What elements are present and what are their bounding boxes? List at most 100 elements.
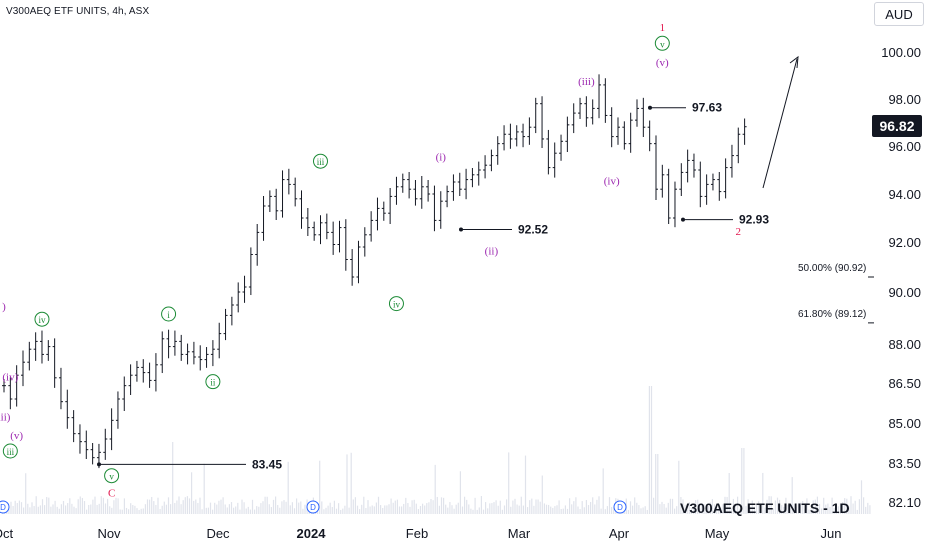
price-bar [286,168,291,195]
volume-bar [201,509,203,514]
x-tick-label: Feb [406,526,428,541]
price-bar [736,127,741,164]
volume-bar [629,501,632,514]
price-bar [179,334,184,361]
y-tick-label: 86.50 [888,376,921,391]
volume-bar [690,507,692,514]
price-level-label: 92.52 [518,223,548,237]
volume-bar [529,500,531,514]
wave-label: 2 [736,226,742,238]
volume-bar [359,509,361,514]
volume-bar [256,506,258,514]
volume-bar [167,497,170,514]
price-bar [198,345,203,371]
wave-label: i [167,310,170,320]
volume-bar [808,509,810,514]
volume-bar [562,508,564,514]
price-bar [729,144,734,178]
price-bar [653,135,658,200]
volume-bar [367,500,369,514]
price-bar [647,120,652,152]
volume-bar [611,507,613,514]
volume-bar [770,496,772,514]
volume-bar [533,505,535,514]
volume-bar [16,503,18,514]
volume-bar [356,505,359,514]
volume-bar [797,503,800,514]
volume-bar [501,509,503,514]
currency-selector[interactable]: AUD [874,2,924,26]
volume-bar [18,500,20,514]
volume-bar [149,499,151,514]
volume-bar [810,508,812,514]
wave-label-circle [34,311,50,327]
volume-bar [407,503,409,514]
volume-bar [680,496,682,514]
dividend-marker [306,500,320,514]
volume-bar [422,503,424,514]
volume-bar [854,500,856,514]
volume-bar [495,500,497,514]
volume-bar [779,499,781,514]
price-bar [52,338,57,388]
volume-bar [317,509,319,514]
volume-bar [207,507,209,514]
price-bar [2,379,6,393]
price-level-dot [681,217,685,222]
y-tick-label: 82.10 [888,495,921,510]
volume-bar [829,506,831,514]
volume-bar [20,502,23,514]
wave-label: iii [317,157,325,167]
volume-bar [489,503,491,514]
volume-bar [522,505,524,514]
volume-bar [327,505,329,514]
volume-bar [831,497,833,514]
volume-bar [109,506,111,514]
volume-bar [760,509,762,514]
volume-bar [41,499,44,514]
volume-bar [518,505,520,514]
volume-bar [323,509,325,514]
volume-bar [146,499,149,514]
dividend-marker-label: D [0,503,6,512]
volume-bar [96,504,98,514]
volume-bar [428,502,430,514]
price-bar [356,240,361,284]
price-bar [242,275,247,303]
price-bar [103,428,108,460]
price-bar [299,190,304,229]
volume-bar [711,499,713,514]
price-bar [565,116,570,152]
volume-bar [394,500,396,514]
volume-bar [499,500,501,514]
volume-bar [193,500,195,514]
volume-bars [2,386,871,514]
volume-bar [860,480,863,514]
volume-bar [802,500,804,514]
volume-bar [827,503,829,514]
volume-bar [774,500,776,514]
volume-bar [37,506,39,514]
volume-bar [419,506,422,514]
price-bar [641,97,646,137]
volume-bar [104,503,107,514]
volume-bar [571,504,573,514]
volume-bar [548,504,550,514]
volume-bar [564,505,566,514]
price-bar [559,134,564,161]
volume-bar [566,508,569,514]
price-bar [552,142,557,178]
price-bar [331,221,336,255]
volume-bar [751,500,753,514]
volume-bar [302,508,304,514]
volume-bar [186,496,188,514]
volume-bar [184,497,186,514]
wave-label: (iv) [2,371,18,383]
volume-bar [235,506,237,514]
volume-bar [478,507,480,514]
volume-bar [781,505,783,514]
price-bar [305,208,310,236]
volume-bar [113,500,115,514]
volume-bar [401,506,403,514]
